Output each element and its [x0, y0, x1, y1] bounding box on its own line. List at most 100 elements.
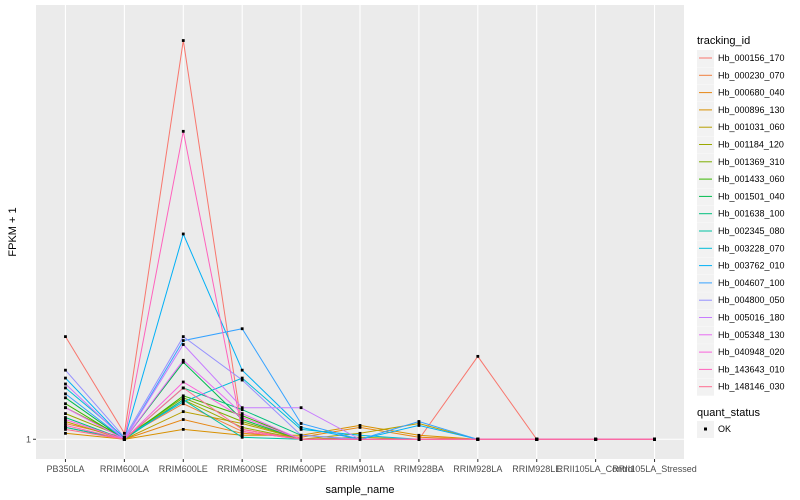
data-point — [358, 437, 362, 441]
data-point — [240, 426, 244, 429]
x-tick-label: RRII105LA_Control — [557, 464, 635, 474]
shape-legend-title: quant_status — [697, 407, 760, 419]
legend-label: Hb_001433_060 — [718, 174, 785, 184]
y-axis-title: FPKM + 1 — [7, 207, 19, 256]
shape-legend-label: OK — [718, 424, 731, 434]
data-point — [299, 426, 303, 429]
data-point — [122, 437, 126, 441]
data-point — [240, 422, 244, 425]
legend-item: Hb_005348_130 — [697, 326, 785, 344]
legend-title: tracking_id — [697, 35, 750, 47]
data-point — [417, 433, 421, 437]
legend-label: Hb_001184_120 — [718, 140, 784, 150]
legend-item: Hb_148146_030 — [697, 378, 785, 396]
x-axis-ticks: PB350LA RRIM600LA RRIM600LE RRIM600SE RRIM60… — [46, 459, 697, 474]
legend-label: Hb_005348_130 — [718, 330, 785, 340]
legend-label: Hb_002345_080 — [718, 226, 785, 236]
data-point — [64, 368, 67, 372]
x-tick-label: RRIM928LA — [453, 464, 502, 474]
data-point — [181, 394, 185, 398]
data-point — [358, 426, 362, 429]
x-tick-label: RRIM928LE — [512, 464, 561, 474]
data-point — [476, 437, 480, 441]
data-point — [299, 427, 303, 431]
data-point — [181, 410, 185, 414]
x-tick-label: RRIM600PE — [276, 464, 326, 474]
data-point — [181, 343, 185, 346]
data-point — [64, 392, 67, 396]
data-point — [417, 437, 421, 441]
data-point — [240, 414, 244, 417]
legend-item: Hb_040948_020 — [697, 344, 785, 362]
data-point — [64, 386, 67, 390]
data-point — [299, 422, 303, 425]
legend-item: Hb_000896_130 — [697, 101, 785, 119]
data-point — [64, 396, 67, 400]
legend-label: Hb_000156_170 — [718, 53, 785, 63]
data-point — [181, 400, 185, 404]
data-point — [181, 386, 185, 390]
legend-item: Hb_000156_170 — [697, 50, 785, 67]
y-axis-ticks: 1 — [26, 434, 36, 444]
data-point — [240, 368, 244, 372]
legend-label: Hb_040948_020 — [718, 347, 785, 357]
data-point — [64, 418, 67, 421]
data-point — [64, 402, 67, 406]
data-point — [240, 433, 244, 437]
legend-label: Hb_148146_030 — [718, 382, 785, 392]
data-point — [358, 424, 362, 427]
data-point — [653, 437, 656, 441]
x-tick-label: RRIM600LE — [159, 464, 208, 474]
legend-label: Hb_003228_070 — [718, 243, 785, 253]
data-point — [181, 232, 185, 236]
legend-item: Hb_003228_070 — [697, 240, 785, 258]
data-point — [64, 382, 67, 386]
data-point — [181, 358, 185, 362]
data-point — [64, 420, 67, 423]
data-point — [64, 431, 67, 435]
legend-item: Hb_001369_310 — [697, 153, 785, 171]
data-point — [181, 129, 185, 133]
legend-item: Hb_004800_050 — [697, 292, 785, 310]
shape-legend-key-point — [704, 427, 707, 431]
data-point — [240, 429, 244, 433]
legend-label: Hb_000896_130 — [718, 105, 785, 115]
data-point — [240, 406, 244, 410]
data-point — [64, 426, 67, 429]
data-point — [240, 416, 244, 419]
data-point — [122, 435, 126, 439]
x-tick-label: PB350LA — [46, 464, 84, 474]
legend-label: Hb_005016_180 — [718, 313, 785, 323]
y-tick-label: 1 — [26, 434, 31, 444]
legend-label: Hb_003762_010 — [718, 261, 785, 271]
data-point — [181, 380, 185, 384]
legend: tracking_id Hb_000156_170 Hb_000230_070 Hb… — [697, 35, 785, 438]
data-point — [535, 437, 539, 441]
legend-label: Hb_000230_070 — [718, 70, 785, 80]
x-tick-label: RRIM928BA — [394, 464, 444, 474]
x-tick-label: RRIM600LA — [100, 464, 149, 474]
data-point — [64, 427, 67, 431]
data-point — [299, 437, 303, 441]
data-point — [299, 435, 303, 439]
data-point — [64, 335, 67, 339]
legend-label: Hb_000680_040 — [718, 88, 785, 98]
legend-item: Hb_143643_010 — [697, 361, 785, 379]
legend-item: Hb_003762_010 — [697, 257, 785, 275]
legend-item: Hb_001501_040 — [697, 188, 785, 206]
data-point — [181, 396, 185, 400]
legend-label: Hb_143643_010 — [718, 364, 785, 374]
data-point — [181, 339, 185, 342]
legend-item: Hb_001031_060 — [697, 119, 785, 137]
data-point — [181, 39, 185, 42]
data-point — [240, 376, 244, 380]
data-point — [240, 418, 244, 421]
x-tick-label: RRII105LA_Stressed — [612, 464, 697, 474]
data-point — [181, 402, 185, 406]
legend-label: Hb_001501_040 — [718, 191, 785, 201]
data-point — [64, 406, 67, 410]
data-point — [181, 398, 185, 402]
data-point — [299, 433, 303, 437]
legend-label: Hb_001638_100 — [718, 209, 785, 219]
